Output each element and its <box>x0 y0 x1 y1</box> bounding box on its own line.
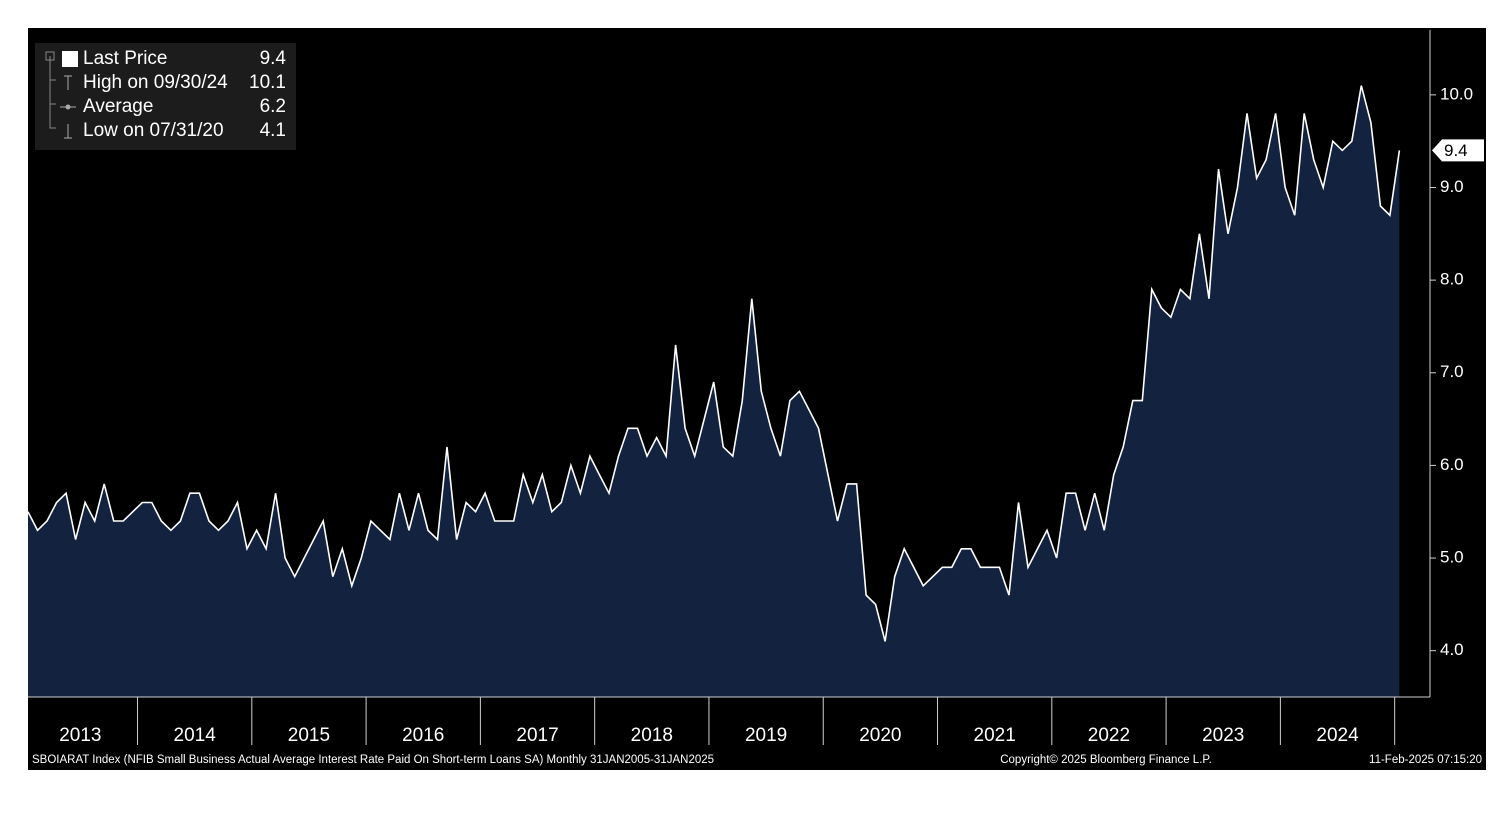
x-tick-label: 2016 <box>402 725 444 746</box>
legend-icon <box>64 124 72 139</box>
x-tick-label: 2019 <box>745 725 787 746</box>
legend-value: 10.1 <box>249 72 286 93</box>
y-tick-label: 4.0 <box>1440 640 1464 659</box>
legend-label: Last Price <box>83 48 167 69</box>
legend-label: High on 09/30/24 <box>83 72 228 93</box>
line <box>27 85 1401 642</box>
x-tick-label: 2024 <box>1316 725 1359 746</box>
legend-icon <box>65 104 71 110</box>
x-tick-label: 2018 <box>631 725 673 746</box>
x-tick-label: 2014 <box>174 725 217 746</box>
x-tick-label: 2017 <box>516 725 558 746</box>
last-price-label: 9.4 <box>1444 141 1468 160</box>
y-tick-label: 9.0 <box>1440 177 1464 196</box>
x-tick-label: 2022 <box>1088 725 1130 746</box>
x-tick-label: 2020 <box>859 725 901 746</box>
legend-label: Low on 07/31/20 <box>83 120 224 141</box>
legend-icon <box>64 75 72 90</box>
footer-source: SBOIARAT Index (NFIB Small Business Actu… <box>32 754 714 766</box>
x-tick-label: 2013 <box>59 725 101 746</box>
x-tick-label: 2021 <box>974 725 1016 746</box>
legend-collapse <box>45 51 55 61</box>
y-tick-label: 6.0 <box>1440 455 1464 474</box>
last-price-tag <box>1432 139 1484 162</box>
legend-value: 9.4 <box>260 48 287 69</box>
x-tick-label: 2023 <box>1202 725 1244 746</box>
y-tick-label: 7.0 <box>1440 362 1464 381</box>
legend-value: 6.2 <box>260 96 286 117</box>
x-tick-label: 2015 <box>288 725 330 746</box>
legend-icon <box>62 51 78 67</box>
footer-timestamp: 11-Feb-2025 07:15:20 <box>1369 754 1482 766</box>
y-tick-label: 5.0 <box>1440 548 1464 567</box>
area <box>28 85 1400 698</box>
legend-value: 4.1 <box>260 120 286 141</box>
legend-box <box>35 43 296 150</box>
footer-copyright: Copyright© 2025 Bloomberg Finance L.P. <box>1000 754 1212 766</box>
y-tick-label: 10.0 <box>1440 84 1473 103</box>
legend-label: Average <box>83 96 153 117</box>
legend-tree <box>49 56 56 129</box>
y-tick-label: 8.0 <box>1440 270 1464 289</box>
